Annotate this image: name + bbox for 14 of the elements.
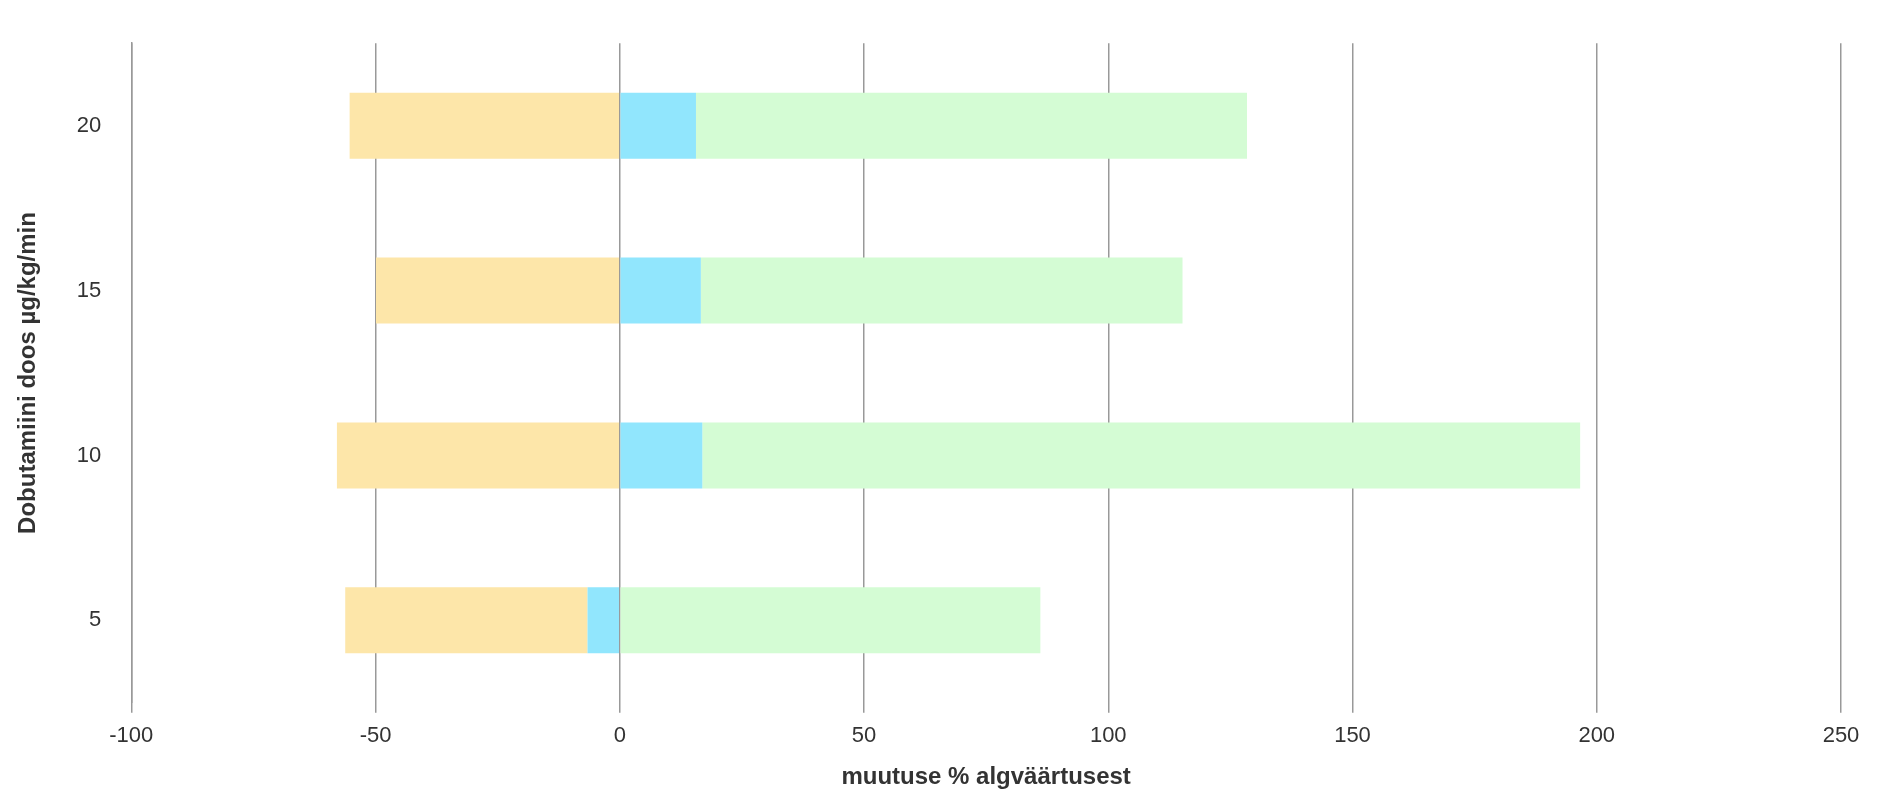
x-tick-label: 50: [851, 722, 877, 748]
y-tick-label: 20: [76, 111, 102, 137]
x-tick-label: 0: [613, 722, 626, 748]
x-tick-label: 150: [1334, 722, 1371, 748]
x-tick-label: -50: [359, 722, 392, 748]
y-tick-label: 5: [89, 606, 102, 632]
y-tick-label: 15: [76, 276, 102, 302]
x-axis-title: muutuse % algväärtusest: [841, 762, 1131, 790]
y-tick-label: 10: [76, 441, 102, 467]
x-tick-label: -100: [109, 722, 154, 748]
x-tick-label: 100: [1089, 722, 1127, 748]
y-axis-title: Dobutamiini doos µg/kg/min: [13, 212, 41, 534]
x-tick-label: 200: [1578, 722, 1616, 748]
x-tick-label: 250: [1822, 722, 1860, 748]
